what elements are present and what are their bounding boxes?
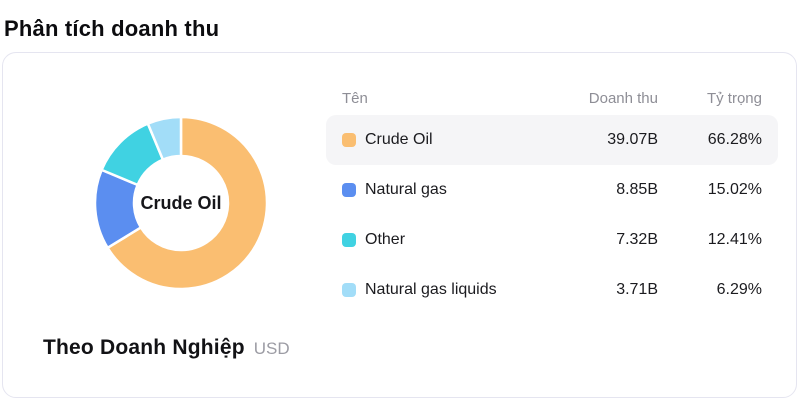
revenue-table: Tên Doanh thu Tỷ trọng Crude Oil 39.07B … <box>326 81 778 315</box>
series-share: 15.02% <box>707 181 762 198</box>
series-color-swatch <box>342 233 356 247</box>
table-header-share: Tỷ trọng <box>706 89 762 107</box>
donut-segment-crude-oil[interactable] <box>106 115 269 291</box>
series-label: Other <box>365 231 406 248</box>
series-share: 66.28% <box>707 131 762 148</box>
chart-title: Theo Doanh Nghiệp <box>43 336 245 359</box>
revenue-card: Crude Oil Theo Doanh Nghiệp USD Tên Doan… <box>2 52 797 398</box>
series-share: 12.41% <box>707 231 762 248</box>
table-row[interactable]: Other 7.32B 12.41% <box>326 215 778 265</box>
series-revenue: 3.71B <box>616 281 658 298</box>
table-row[interactable]: Crude Oil 39.07B 66.28% <box>326 115 778 165</box>
donut-chart <box>93 115 269 291</box>
series-color-swatch <box>342 283 356 297</box>
series-color-swatch <box>342 183 356 197</box>
series-share: 6.29% <box>716 281 762 298</box>
chart-caption: Theo Doanh Nghiệp USD <box>43 336 290 360</box>
table-row[interactable]: Natural gas 8.85B 15.02% <box>326 165 778 215</box>
page-title: Phân tích doanh thu <box>4 15 220 41</box>
series-label: Crude Oil <box>365 131 433 148</box>
series-color-swatch <box>342 133 356 147</box>
currency-label: USD <box>253 339 290 358</box>
table-header-revenue: Doanh thu <box>588 89 658 107</box>
table-row[interactable]: Natural gas liquids 3.71B 6.29% <box>326 265 778 315</box>
donut-segment-natural-gas-liquids[interactable] <box>146 115 183 161</box>
series-revenue: 8.85B <box>616 181 658 198</box>
table-header-row: Tên Doanh thu Tỷ trọng <box>326 81 778 115</box>
series-revenue: 39.07B <box>607 131 658 148</box>
series-label: Natural gas <box>365 181 447 198</box>
table-header-name: Tên <box>342 89 368 107</box>
series-revenue: 7.32B <box>616 231 658 248</box>
donut-chart-area: Crude Oil <box>92 114 270 292</box>
series-label: Natural gas liquids <box>365 281 497 298</box>
